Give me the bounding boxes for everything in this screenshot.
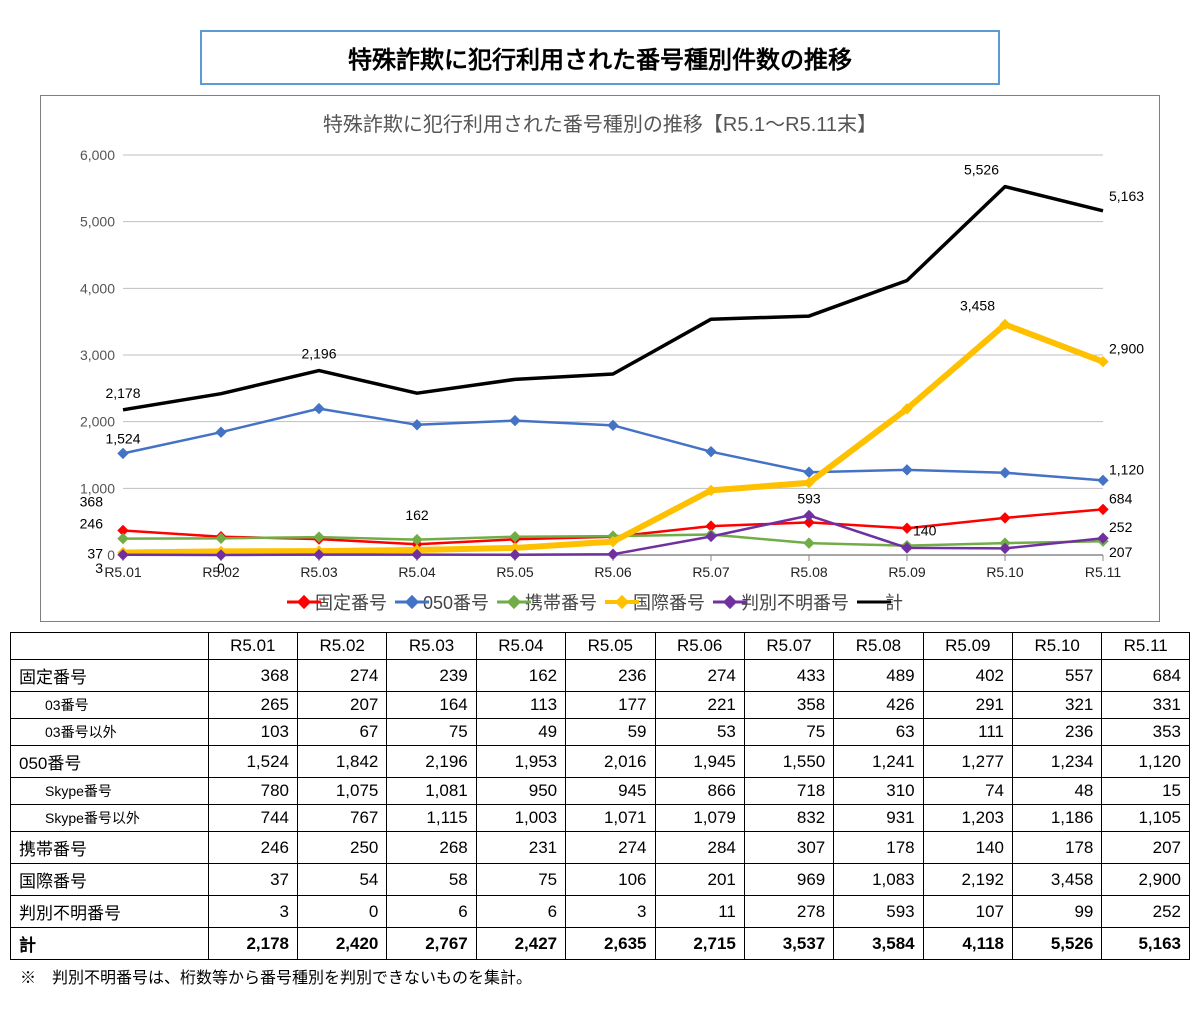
svg-text:2,900: 2,900	[1109, 341, 1144, 357]
table-header: R5.10	[1013, 633, 1102, 660]
data-table: R5.01R5.02R5.03R5.04R5.05R5.06R5.07R5.08…	[10, 632, 1190, 960]
table-header: R5.08	[834, 633, 923, 660]
table-header: R5.11	[1102, 633, 1190, 660]
table-row: 判別不明番号306631127859310799252	[11, 896, 1190, 928]
table-header: R5.05	[566, 633, 655, 660]
svg-text:5,000: 5,000	[80, 214, 115, 230]
svg-text:3,458: 3,458	[960, 297, 995, 313]
svg-text:4,000: 4,000	[80, 280, 115, 296]
svg-text:1,524: 1,524	[105, 430, 140, 446]
svg-text:R5.11: R5.11	[1085, 564, 1122, 580]
svg-text:5,526: 5,526	[964, 162, 999, 178]
table-row: Skype番号以外7447671,1151,0031,0711,07983293…	[11, 805, 1190, 832]
svg-text:R5.07: R5.07	[692, 564, 730, 580]
svg-text:2,178: 2,178	[105, 385, 140, 401]
table-row: 携帯番号246250268231274284307178140178207	[11, 832, 1190, 864]
legend-item: 判別不明番号	[723, 589, 849, 615]
legend-item: 国際番号	[615, 589, 705, 615]
svg-text:593: 593	[797, 490, 821, 506]
svg-text:246: 246	[80, 516, 104, 532]
legend-item: 固定番号	[297, 589, 387, 615]
svg-text:5,163: 5,163	[1109, 188, 1144, 204]
table-header: R5.02	[298, 633, 387, 660]
table-header: R5.03	[387, 633, 476, 660]
svg-text:R5.09: R5.09	[888, 564, 926, 580]
table-header: R5.07	[744, 633, 833, 660]
svg-text:1,120: 1,120	[1109, 461, 1144, 477]
svg-text:R5.10: R5.10	[986, 564, 1024, 580]
table-row: Skype番号7801,0751,08195094586671831074481…	[11, 778, 1190, 805]
legend-item: 050番号	[405, 589, 489, 615]
svg-text:207: 207	[1109, 544, 1133, 560]
svg-text:R5.05: R5.05	[496, 564, 534, 580]
table-header: R5.06	[655, 633, 744, 660]
table-row: 国際番号375458751062019691,0832,1923,4582,90…	[11, 864, 1190, 896]
table-row: 03番号265207164113177221358426291321331	[11, 692, 1190, 719]
table-header: R5.04	[476, 633, 565, 660]
table-row: 固定番号368274239162236274433489402557684	[11, 660, 1190, 692]
svg-text:R5.03: R5.03	[300, 564, 338, 580]
svg-text:R5.08: R5.08	[790, 564, 828, 580]
table-header: R5.01	[208, 633, 297, 660]
svg-text:0: 0	[107, 547, 115, 563]
svg-text:2,000: 2,000	[80, 414, 115, 430]
svg-text:R5.06: R5.06	[594, 564, 632, 580]
legend-item: 携帯番号	[507, 589, 597, 615]
svg-text:140: 140	[913, 523, 937, 539]
svg-text:R5.01: R5.01	[104, 564, 142, 580]
svg-text:162: 162	[405, 507, 429, 523]
line-chart-frame: 特殊詐欺に犯行利用された番号種別の推移【R5.1～R5.11末】 01,0002…	[40, 95, 1160, 622]
page-title: 特殊詐欺に犯行利用された番号種別件数の推移	[200, 30, 1000, 85]
svg-text:3: 3	[95, 560, 103, 576]
svg-text:2,196: 2,196	[301, 346, 336, 362]
chart-subtitle: 特殊詐欺に犯行利用された番号種別の推移【R5.1～R5.11末】	[53, 108, 1147, 137]
table-row: 計2,1782,4202,7672,4272,6352,7153,5373,58…	[11, 928, 1190, 960]
chart-legend: 固定番号 050番号携帯番号国際番号判別不明番号計	[53, 585, 1147, 617]
line-chart: 01,0002,0003,0004,0005,0006,000R5.01R5.0…	[53, 145, 1163, 585]
svg-text:368: 368	[80, 493, 104, 509]
svg-text:3,000: 3,000	[80, 347, 115, 363]
table-row: 03番号以外10367754959537563111236353	[11, 719, 1190, 746]
svg-text:252: 252	[1109, 519, 1133, 535]
table-row: 050番号1,5241,8422,1961,9532,0161,9451,550…	[11, 746, 1190, 778]
svg-text:6,000: 6,000	[80, 147, 115, 163]
svg-text:684: 684	[1109, 490, 1133, 506]
table-header	[11, 633, 209, 660]
svg-text:0: 0	[217, 560, 225, 576]
table-header: R5.09	[923, 633, 1012, 660]
footnote: ※ 判別不明番号は、桁数等から番号種別を判別できないものを集計。	[20, 964, 1190, 988]
svg-text:R5.04: R5.04	[398, 564, 436, 580]
legend-item: 計	[867, 589, 903, 615]
